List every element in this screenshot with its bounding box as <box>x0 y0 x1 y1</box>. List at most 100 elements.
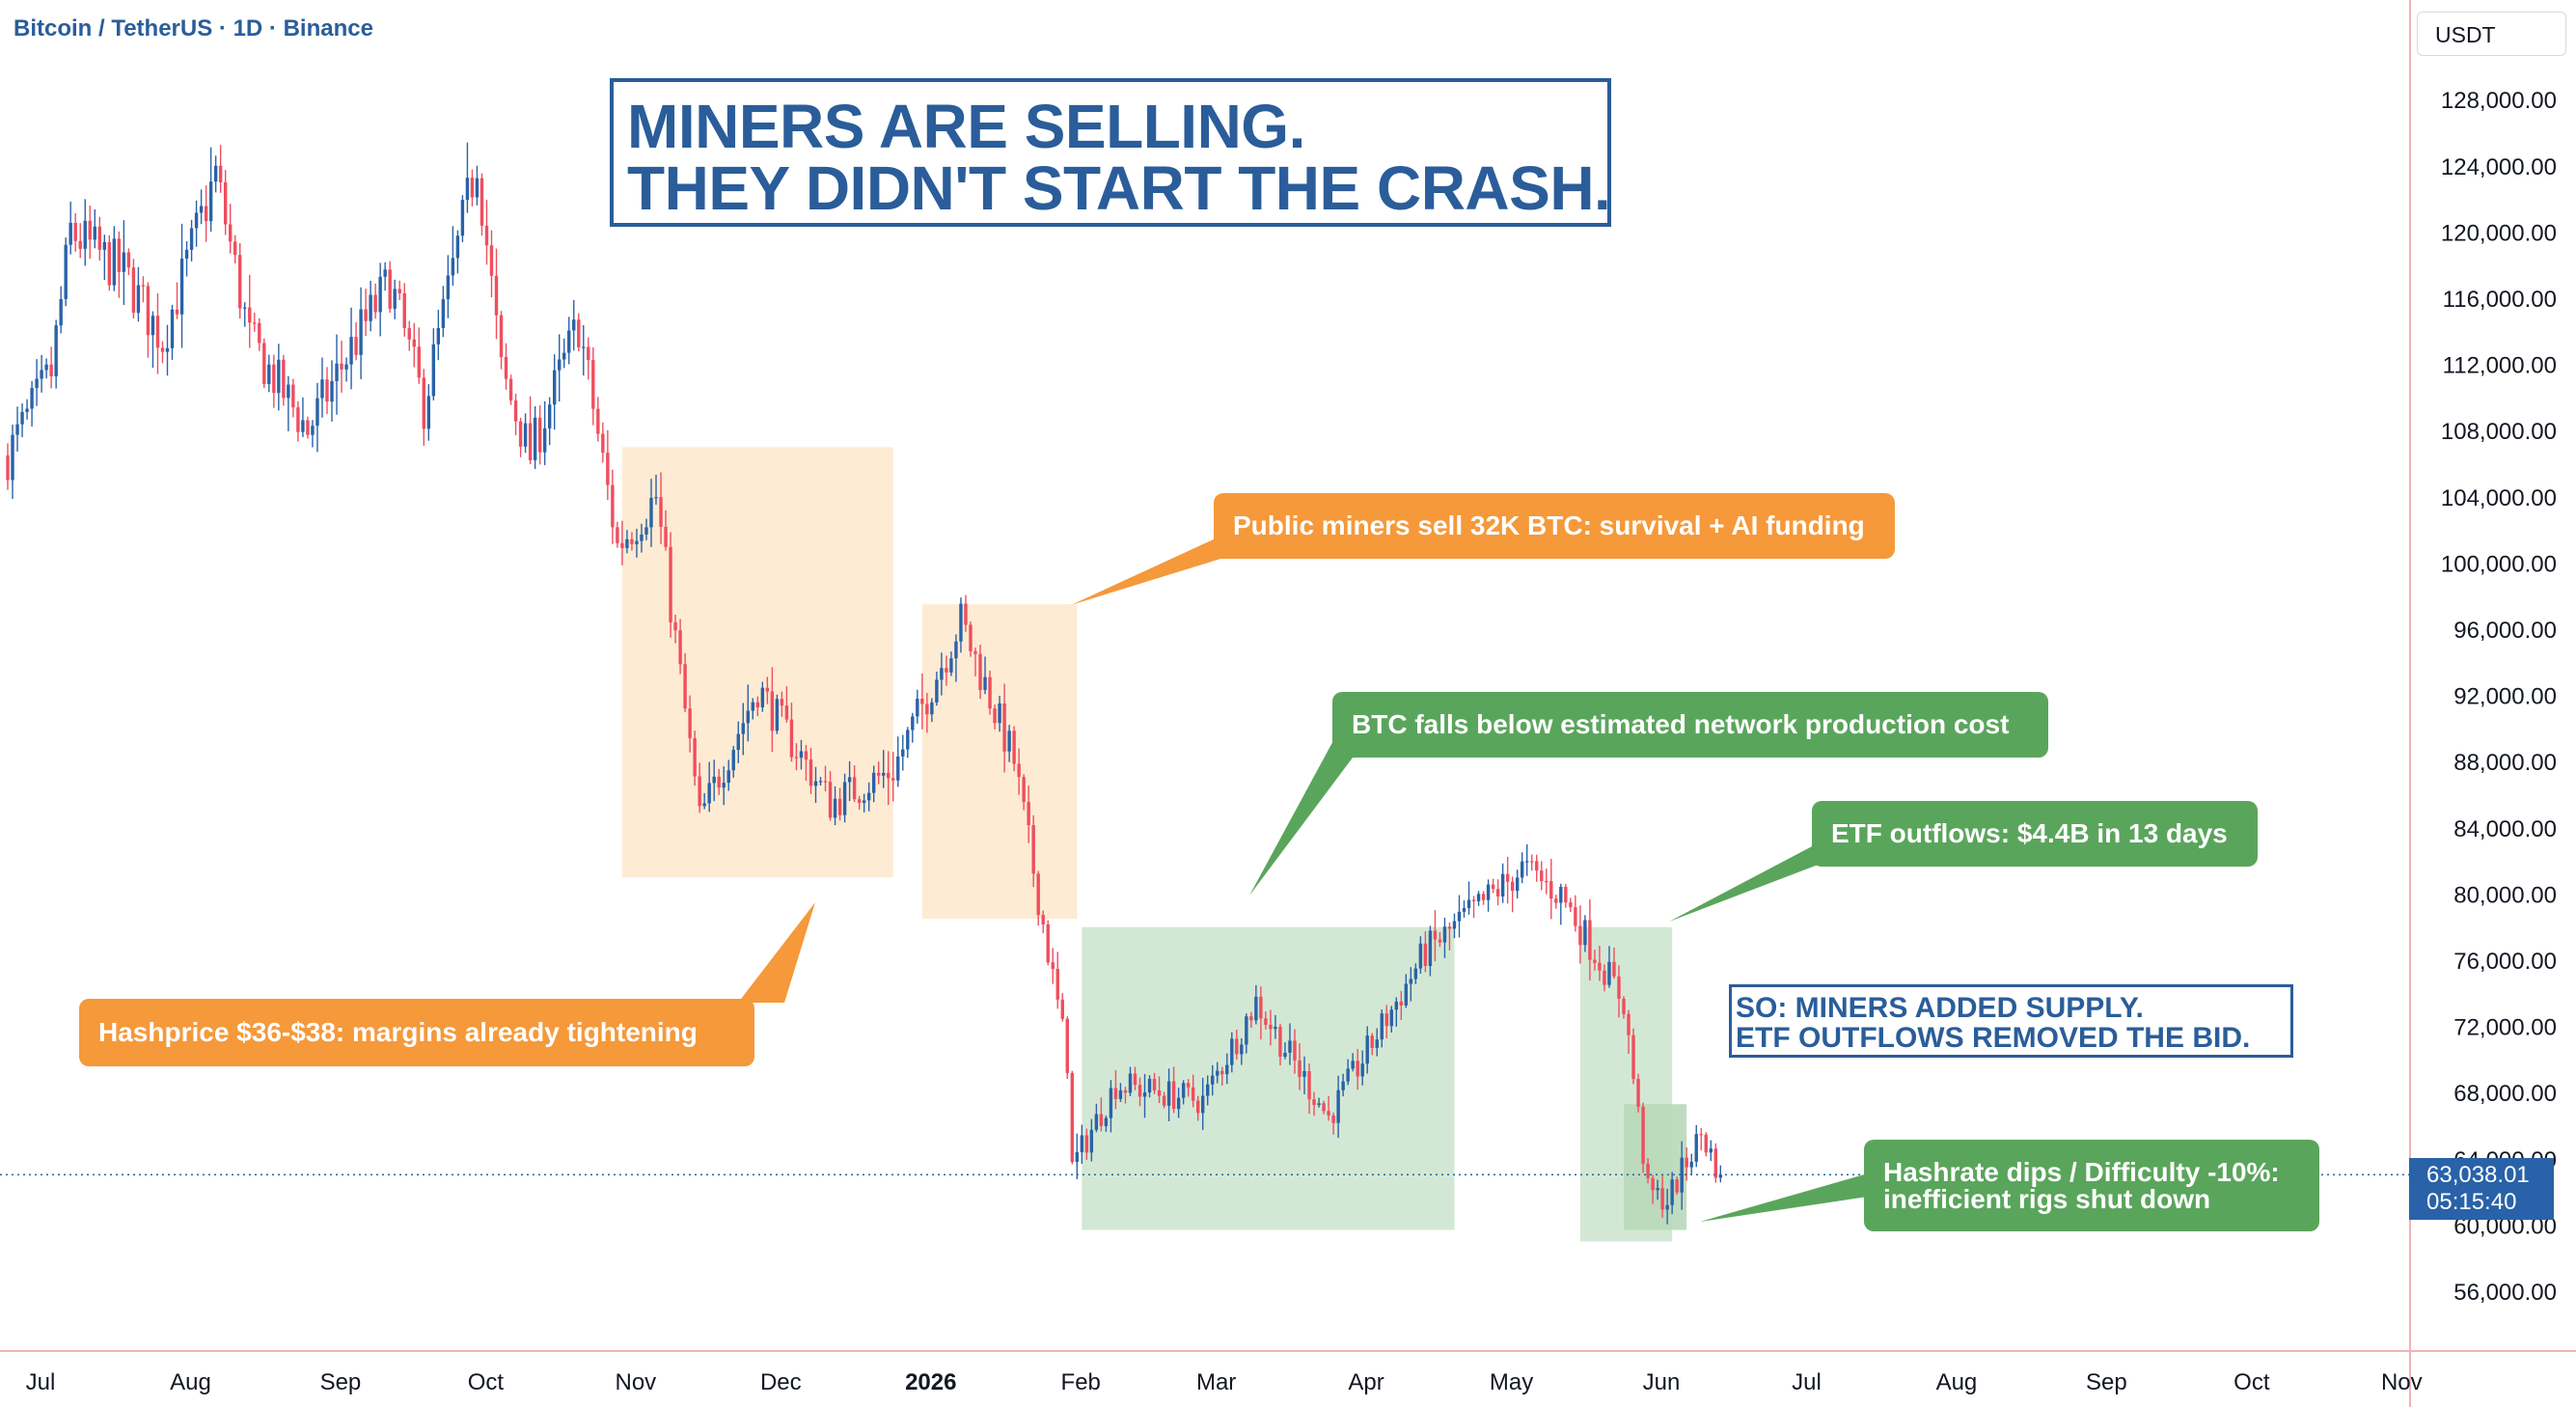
candle-body <box>1699 1134 1703 1136</box>
candle <box>1617 965 1621 1018</box>
candle-body <box>1128 1073 1133 1093</box>
candle <box>248 274 252 348</box>
candle-body <box>344 364 348 370</box>
candle-body <box>688 708 692 738</box>
candle <box>1176 1088 1181 1118</box>
price-tick-label: 96,000.00 <box>2453 618 2557 644</box>
candle-body <box>480 178 484 226</box>
time-tick-label: Nov <box>616 1369 657 1395</box>
candle-body <box>311 426 315 435</box>
candle <box>136 266 141 322</box>
candle-body <box>940 668 944 680</box>
candle <box>489 230 494 297</box>
callout-production-cost: BTC falls below estimated network produc… <box>1332 692 2048 758</box>
candle <box>998 696 1001 732</box>
candle <box>1094 1103 1099 1133</box>
candle-body <box>1152 1078 1157 1090</box>
candle <box>1211 1064 1215 1096</box>
candle-body <box>1007 731 1011 752</box>
candle-body <box>1651 1177 1655 1191</box>
candle <box>1598 946 1602 981</box>
candle-body <box>949 658 953 673</box>
candle-body <box>513 400 518 422</box>
candle <box>596 397 600 442</box>
candle-body <box>698 776 701 807</box>
candle-body <box>828 782 833 818</box>
candle <box>654 474 658 505</box>
candle <box>1549 858 1553 920</box>
candle-body <box>1574 907 1577 926</box>
candle <box>1665 1188 1669 1225</box>
callout-pointer-etf-outflows <box>1669 844 1828 922</box>
candle-body <box>1171 1081 1176 1110</box>
candle <box>1409 967 1413 1002</box>
candle-body <box>54 325 58 377</box>
candle-body <box>306 420 310 435</box>
candle <box>828 771 833 821</box>
candle <box>73 212 77 252</box>
candle-body <box>606 453 610 485</box>
candle <box>664 510 668 551</box>
candle-body <box>1017 763 1021 778</box>
candle <box>131 259 136 318</box>
candle-body <box>228 224 233 242</box>
candle-body <box>1230 1038 1234 1065</box>
candle-body <box>1341 1081 1345 1090</box>
currency-selector[interactable]: USDT <box>2417 12 2566 56</box>
candle <box>1230 1032 1234 1073</box>
price-tick-label: 124,000.00 <box>2441 154 2557 180</box>
candle-body <box>1181 1083 1186 1098</box>
candle-body <box>272 364 276 394</box>
candle <box>1012 726 1016 772</box>
candle <box>775 694 780 734</box>
candle-body <box>601 433 605 454</box>
candle-body <box>460 200 465 236</box>
candle <box>1046 920 1050 966</box>
candle <box>1346 1059 1350 1086</box>
candle-body <box>1505 873 1510 882</box>
candle-body <box>866 792 871 801</box>
candle <box>1336 1075 1340 1139</box>
candle <box>644 518 648 540</box>
candle-body <box>175 309 179 315</box>
candle <box>1060 993 1064 1022</box>
time-tick-label: Apr <box>1348 1369 1384 1395</box>
summary-line-1: SO: MINERS ADDED SUPPLY. <box>1736 992 2144 1024</box>
candle-body <box>533 417 537 460</box>
candle <box>508 374 513 405</box>
candle <box>1399 990 1404 1021</box>
candle-body <box>407 328 411 340</box>
candle <box>228 204 233 254</box>
candle <box>1380 1009 1384 1048</box>
candle-body <box>1646 1163 1650 1178</box>
candle <box>717 768 721 795</box>
candle <box>1627 1009 1631 1054</box>
candle-body <box>1080 1135 1084 1152</box>
candle-body <box>978 653 982 690</box>
candle-body <box>988 676 992 709</box>
candle <box>199 189 204 225</box>
candle <box>1249 1011 1253 1028</box>
candle <box>155 292 160 374</box>
candle <box>20 403 24 438</box>
candle <box>146 282 151 358</box>
candle <box>402 283 406 337</box>
candle-body <box>625 538 629 548</box>
candle-body <box>887 772 891 779</box>
time-tick-label: Aug <box>1936 1369 1978 1395</box>
candle <box>1166 1068 1171 1121</box>
candle-body <box>1569 902 1573 908</box>
candle <box>523 413 528 454</box>
candle-body <box>523 423 528 447</box>
candle-body <box>78 240 82 249</box>
candle-body <box>1216 1070 1219 1076</box>
candle-body <box>287 384 290 399</box>
candle <box>833 786 837 826</box>
candle-body <box>630 538 634 544</box>
candle-body <box>199 206 204 213</box>
candle-body <box>1012 731 1016 764</box>
candle <box>1137 1077 1142 1107</box>
annotation-zone-green <box>1082 926 1455 1230</box>
candle-body <box>558 359 562 371</box>
